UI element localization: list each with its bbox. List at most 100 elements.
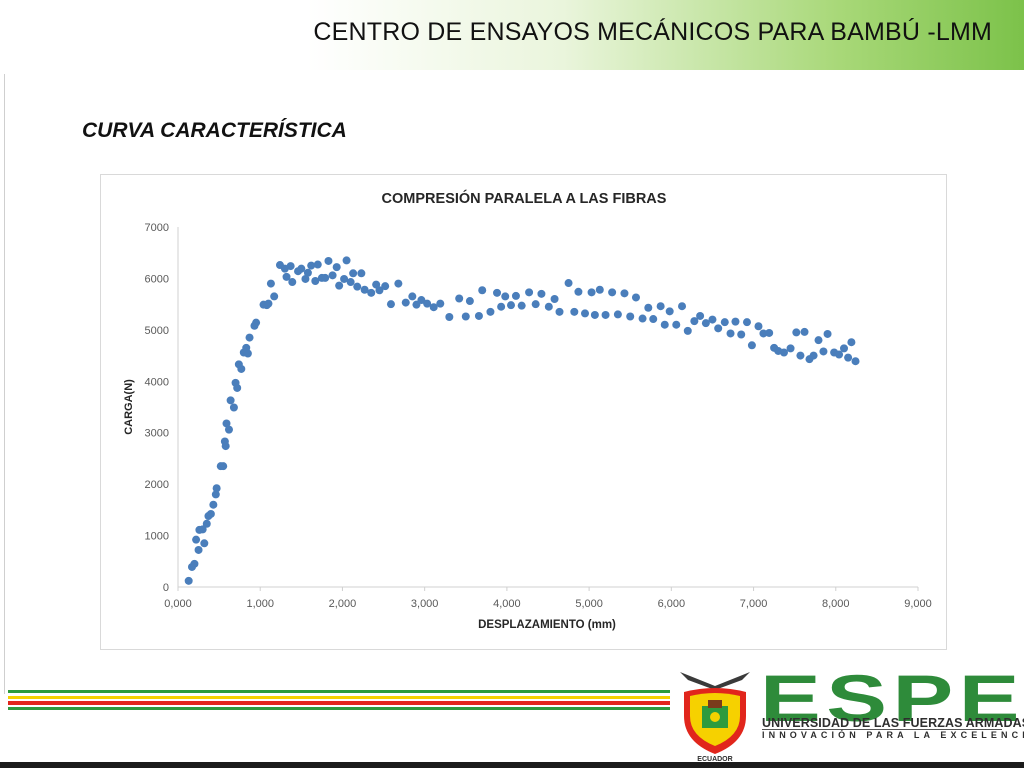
data-point bbox=[461, 312, 470, 321]
x-tick-label: 5,000 bbox=[575, 598, 603, 610]
data-point bbox=[823, 329, 832, 338]
x-tick-label: 9,000 bbox=[904, 598, 932, 610]
x-tick-label: 4,000 bbox=[493, 598, 521, 610]
data-point bbox=[672, 320, 681, 329]
data-point bbox=[690, 317, 699, 326]
data-point bbox=[436, 299, 445, 308]
data-point bbox=[595, 285, 604, 294]
data-point bbox=[814, 336, 823, 345]
data-point bbox=[564, 279, 573, 288]
data-point bbox=[311, 277, 320, 285]
chart-title: COMPRESIÓN PARALELA A LAS FIBRAS bbox=[382, 189, 667, 207]
x-tick-label: 6,000 bbox=[658, 598, 686, 610]
data-point bbox=[465, 297, 474, 306]
data-point bbox=[209, 500, 218, 509]
data-point bbox=[779, 348, 788, 357]
data-point bbox=[394, 279, 403, 288]
data-point bbox=[324, 256, 333, 265]
chart-frame bbox=[100, 174, 947, 650]
data-point bbox=[590, 310, 599, 319]
data-point bbox=[328, 271, 337, 280]
data-point bbox=[229, 403, 238, 412]
data-point bbox=[631, 293, 640, 302]
data-point bbox=[747, 341, 756, 350]
data-point bbox=[222, 419, 231, 428]
data-point bbox=[644, 303, 653, 312]
data-point bbox=[375, 286, 384, 295]
data-point bbox=[224, 425, 233, 434]
data-points bbox=[184, 256, 860, 585]
data-point bbox=[620, 289, 629, 298]
y-tick-label: 7000 bbox=[145, 222, 169, 234]
data-point bbox=[194, 545, 203, 554]
y-tick-label: 3000 bbox=[145, 428, 169, 440]
data-point bbox=[266, 279, 275, 288]
data-point bbox=[501, 292, 510, 301]
data-point bbox=[313, 260, 322, 269]
data-point bbox=[796, 351, 805, 360]
data-point bbox=[474, 311, 483, 320]
data-point bbox=[601, 310, 610, 319]
data-point bbox=[493, 288, 502, 297]
data-point bbox=[360, 285, 369, 294]
data-point bbox=[264, 299, 273, 308]
data-point bbox=[765, 328, 774, 337]
data-point bbox=[423, 299, 432, 308]
data-point bbox=[417, 296, 426, 305]
data-point bbox=[211, 490, 220, 499]
y-axis-label: CARGA(N) bbox=[123, 379, 135, 435]
data-point bbox=[660, 320, 669, 329]
data-point bbox=[386, 300, 395, 309]
data-point bbox=[759, 329, 768, 338]
data-point bbox=[286, 262, 295, 271]
data-point bbox=[574, 287, 583, 296]
data-point bbox=[353, 282, 362, 291]
data-point bbox=[455, 294, 464, 303]
data-point bbox=[678, 302, 687, 311]
data-point bbox=[335, 281, 344, 290]
logo-university-name: UNIVERSIDAD DE LAS FUERZAS ARMADAS bbox=[762, 716, 1024, 730]
data-point bbox=[219, 462, 228, 471]
data-point bbox=[517, 301, 526, 310]
data-point bbox=[282, 272, 291, 281]
data-point bbox=[555, 307, 564, 316]
data-point bbox=[184, 576, 193, 585]
data-point bbox=[252, 318, 261, 327]
stripe-green-bottom bbox=[8, 707, 670, 710]
data-point bbox=[720, 318, 729, 327]
data-point bbox=[613, 310, 622, 319]
data-point bbox=[233, 383, 242, 392]
data-point bbox=[696, 311, 705, 320]
header-band bbox=[0, 0, 1024, 70]
x-axis-ticks: 0,000 1,000 2,000 3,000 4,000 5,000 6,000 7,000… bbox=[164, 587, 932, 610]
data-point bbox=[198, 525, 207, 534]
y-tick-label: 1000 bbox=[145, 531, 169, 543]
stripe-green-top bbox=[8, 690, 670, 693]
data-point bbox=[408, 292, 417, 301]
data-point bbox=[550, 295, 559, 303]
data-point bbox=[742, 318, 751, 327]
logo-tagline: INNOVACIÓN PARA LA EXCELENCIA bbox=[762, 730, 1024, 740]
data-point bbox=[544, 302, 553, 311]
data-point bbox=[708, 315, 717, 324]
data-point bbox=[683, 326, 692, 335]
data-point bbox=[626, 312, 635, 321]
page-title: CENTRO DE ENSAYOS MECÁNICOS PARA BAMBÚ -… bbox=[313, 18, 992, 46]
data-point bbox=[367, 288, 376, 297]
data-point bbox=[581, 309, 589, 318]
data-point bbox=[665, 307, 674, 316]
data-point bbox=[381, 282, 390, 291]
data-point bbox=[243, 349, 252, 358]
data-point bbox=[301, 274, 310, 283]
data-point bbox=[401, 298, 410, 307]
data-point bbox=[297, 264, 306, 273]
data-point bbox=[245, 333, 254, 342]
x-tick-label: 0,000 bbox=[164, 598, 192, 610]
data-point bbox=[819, 347, 828, 356]
y-tick-label: 4000 bbox=[145, 376, 169, 388]
data-point bbox=[608, 288, 617, 297]
data-point bbox=[835, 350, 844, 359]
data-point bbox=[303, 268, 312, 277]
data-point bbox=[349, 269, 358, 278]
data-point bbox=[701, 319, 710, 328]
